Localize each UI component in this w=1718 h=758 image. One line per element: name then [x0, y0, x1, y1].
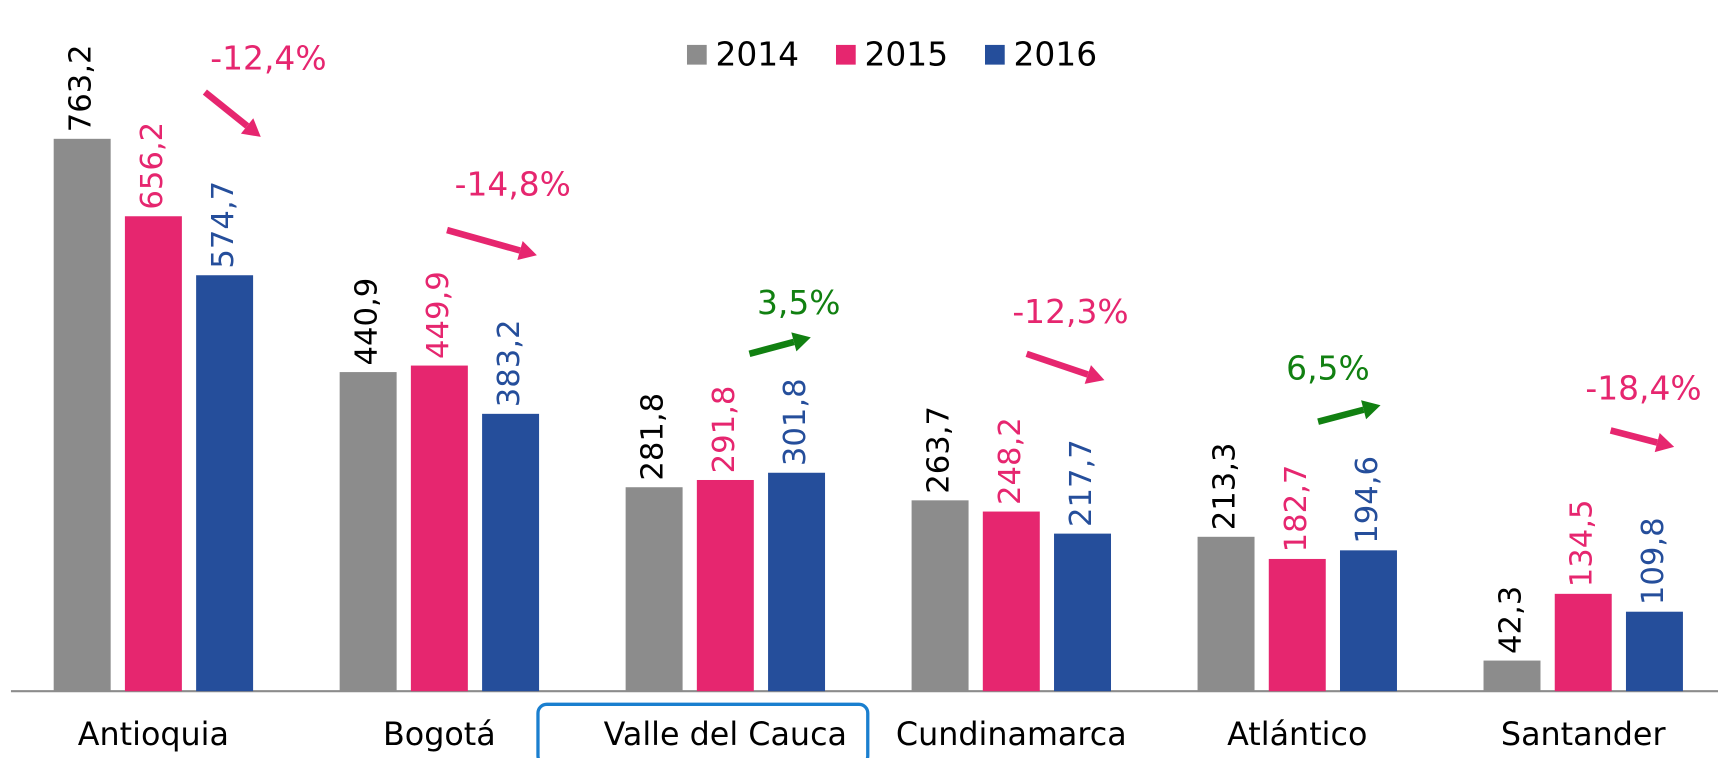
arrow-shaft: [1609, 427, 1659, 446]
legend-marker: [835, 44, 856, 65]
value-label: 301,8: [778, 378, 813, 466]
annotation: 6,5%: [1286, 349, 1369, 388]
x-tick-label: Valle del Cauca: [604, 717, 847, 753]
arrow-head: [791, 332, 811, 352]
x-tick-label: Santander: [1501, 717, 1667, 753]
value-label: 574,7: [206, 181, 241, 269]
value-label: 281,8: [636, 393, 671, 481]
annotation-arrow: [202, 89, 261, 137]
arrow-shaft: [202, 89, 250, 129]
legend-marker: [985, 44, 1005, 65]
x-tick-label: Antioquia: [78, 717, 229, 753]
bar: [53, 138, 111, 692]
annotation: -18,4%: [1585, 368, 1701, 407]
value-label: 217,7: [1064, 439, 1099, 527]
value-label: 134,5: [1565, 500, 1600, 588]
bar: [410, 365, 468, 692]
value-label: 263,7: [922, 406, 957, 494]
bar: [1268, 558, 1326, 692]
annotation-arrow: [446, 226, 537, 260]
bar: [1625, 611, 1683, 692]
value-label: 109,8: [1636, 517, 1671, 605]
x-tick-label: Cundinamarca: [896, 717, 1127, 753]
bar: [696, 479, 754, 692]
legend-label: 2015: [864, 34, 948, 73]
arrow-head: [1084, 365, 1105, 384]
value-label: 291,8: [707, 386, 742, 474]
arrow-shaft: [748, 338, 795, 357]
bar: [1554, 593, 1612, 692]
arrow-head: [517, 240, 537, 260]
arrow-head: [240, 118, 261, 137]
value-label: 213,3: [1208, 442, 1243, 530]
value-label: 182,7: [1279, 465, 1314, 553]
annotation: -12,3%: [1012, 292, 1128, 331]
value-label: 763,2: [64, 44, 99, 132]
bar: [124, 216, 182, 692]
annotation: -14,8%: [455, 165, 571, 204]
bar: [1483, 660, 1541, 692]
annotation-arrow: [1609, 427, 1675, 453]
value-label: 449,9: [421, 271, 456, 359]
value-label: 42,3: [1494, 586, 1529, 654]
annotation: -12,4%: [210, 39, 326, 78]
bar: [625, 487, 683, 692]
x-tick-label: Atlántico: [1227, 717, 1367, 753]
bar: [196, 275, 254, 692]
value-label: 194,6: [1350, 456, 1385, 544]
bar: [1197, 536, 1255, 692]
annotation: 3,5%: [757, 283, 840, 322]
legend-marker: [686, 44, 707, 65]
value-label: 656,2: [135, 122, 170, 210]
bar: [982, 511, 1040, 692]
bar: [1339, 550, 1397, 692]
arrow-shaft: [1025, 350, 1089, 378]
value-label: 248,2: [993, 417, 1028, 505]
annotation-arrow: [1025, 350, 1105, 384]
bar: [768, 472, 826, 692]
legend-label: 2014: [715, 34, 799, 73]
value-label: 383,2: [492, 320, 527, 408]
bar: [911, 500, 969, 692]
bar: [482, 413, 540, 692]
arrow-shaft: [446, 226, 521, 254]
annotation-arrow: [1317, 400, 1381, 425]
annotation-arrow: [748, 332, 811, 357]
category-highlight: [536, 702, 870, 758]
arrow-head: [1361, 400, 1381, 420]
value-label: 440,9: [350, 278, 385, 366]
arrow-head: [1654, 432, 1675, 453]
arrow-shaft: [1317, 406, 1365, 425]
x-tick-label: Bogotá: [383, 717, 496, 753]
legend-label: 2016: [1013, 34, 1097, 73]
bar: [1054, 533, 1112, 692]
bar: [339, 372, 397, 692]
